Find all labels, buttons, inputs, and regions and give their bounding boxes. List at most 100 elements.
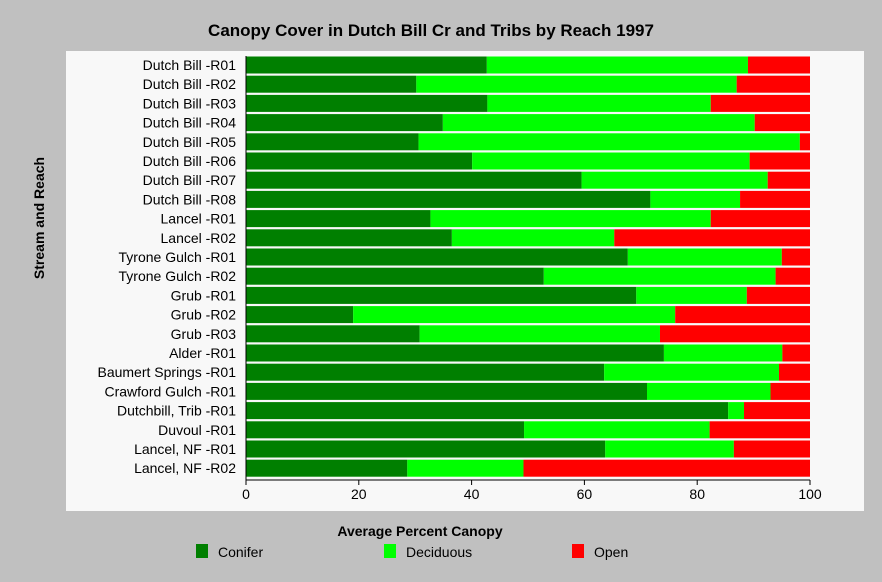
bar-open-19 [709,421,810,439]
bar-open-3 [754,114,810,132]
category-label: Dutch Bill -R08 [143,191,237,207]
x-axis-title: Average Percent Canopy [337,523,502,539]
category-label: Duvoul -R01 [158,422,236,438]
x-tick-label: 0 [242,486,250,502]
legend-swatch-open [572,544,584,558]
bar-open-18 [744,402,810,420]
x-tick-label: 80 [689,486,705,502]
bar-conifer-20 [246,440,606,458]
bar-conifer-14 [246,325,420,343]
bar-conifer-8 [246,210,431,228]
bar-deciduous-1 [416,75,737,93]
bar-open-17 [770,382,810,400]
bar-deciduous-0 [486,56,748,74]
bar-conifer-5 [246,152,473,170]
bar-conifer-10 [246,248,628,266]
bar-open-0 [747,56,810,74]
bar-deciduous-9 [451,229,615,247]
bar-conifer-13 [246,306,354,324]
bar-conifer-9 [246,229,452,247]
chart-title: Canopy Cover in Dutch Bill Cr and Tribs … [208,21,654,40]
category-labels: Dutch Bill -R01 Dutch Bill -R02 Dutch Bill… [97,57,236,476]
x-tick-label: 100 [798,486,822,502]
bar-deciduous-2 [487,94,711,112]
bar-deciduous-8 [430,210,711,228]
bar-conifer-15 [246,344,664,362]
bar-conifer-6 [246,171,582,189]
category-label: Lancel, NF -R02 [134,460,236,476]
bars-layer [246,56,810,477]
bar-conifer-3 [246,114,443,132]
bar-open-9 [614,229,810,247]
category-label: Dutch Bill -R07 [143,172,237,188]
bar-open-1 [736,75,810,93]
bar-open-2 [710,94,810,112]
bar-conifer-2 [246,94,488,112]
legend-label-deciduous: Deciduous [406,544,472,560]
bar-open-21 [523,459,810,477]
bar-deciduous-15 [663,344,783,362]
bar-deciduous-4 [418,133,800,151]
x-tick-label: 20 [351,486,367,502]
bar-conifer-7 [246,190,651,208]
category-label: Tyrone Gulch -R01 [119,249,237,265]
category-label: Crawford Gulch -R01 [105,383,237,399]
bar-conifer-4 [246,133,419,151]
bar-open-10 [781,248,810,266]
x-tick-label: 60 [577,486,593,502]
bar-open-11 [775,267,810,285]
category-label: Dutch Bill -R02 [143,76,237,92]
category-label: Baumert Springs -R01 [97,364,236,380]
legend-label-open: Open [594,544,628,560]
bar-conifer-18 [246,402,729,420]
bar-deciduous-5 [472,152,750,170]
category-label: Alder -R01 [169,345,236,361]
category-label: Lancel, NF -R01 [134,441,236,457]
y-axis-title: Stream and Reach [31,157,47,279]
bar-open-8 [710,210,810,228]
bar-open-16 [778,363,810,381]
bar-conifer-1 [246,75,417,93]
bar-deciduous-6 [581,171,768,189]
bar-deciduous-19 [524,421,710,439]
bar-open-15 [782,344,810,362]
bar-conifer-17 [246,382,647,400]
bar-open-12 [746,286,810,304]
category-label: Lancel -R02 [161,230,237,246]
category-label: Grub -R02 [171,307,237,323]
bar-open-4 [799,133,810,151]
x-tick-label: 40 [464,486,480,502]
bar-conifer-19 [246,421,525,439]
bar-deciduous-11 [543,267,776,285]
bar-open-6 [767,171,810,189]
bar-deciduous-10 [627,248,782,266]
bar-conifer-11 [246,267,544,285]
category-label: Grub -R01 [171,287,237,303]
bar-deciduous-14 [419,325,660,343]
category-label: Dutch Bill -R01 [143,57,237,73]
category-label: Lancel -R01 [161,211,237,227]
bar-open-7 [740,190,810,208]
bar-conifer-16 [246,363,605,381]
category-label: Grub -R03 [171,326,237,342]
x-axis: 0 20 40 60 80 100 [242,56,822,502]
bar-deciduous-18 [728,402,745,420]
bar-deciduous-21 [407,459,524,477]
legend-swatch-conifer [196,544,208,558]
bar-deciduous-13 [353,306,676,324]
legend-swatch-deciduous [384,544,396,558]
bar-open-20 [733,440,810,458]
bar-deciduous-12 [636,286,747,304]
bar-deciduous-3 [442,114,755,132]
bar-conifer-12 [246,286,637,304]
category-label: Dutch Bill -R04 [143,115,237,131]
bar-open-13 [675,306,810,324]
bar-deciduous-17 [647,382,771,400]
bar-open-5 [749,152,810,170]
bar-conifer-0 [246,56,487,74]
category-label: Dutch Bill -R06 [143,153,237,169]
bar-deciduous-20 [605,440,734,458]
category-label: Dutchbill, Trib -R01 [117,403,236,419]
bar-deciduous-16 [604,363,779,381]
